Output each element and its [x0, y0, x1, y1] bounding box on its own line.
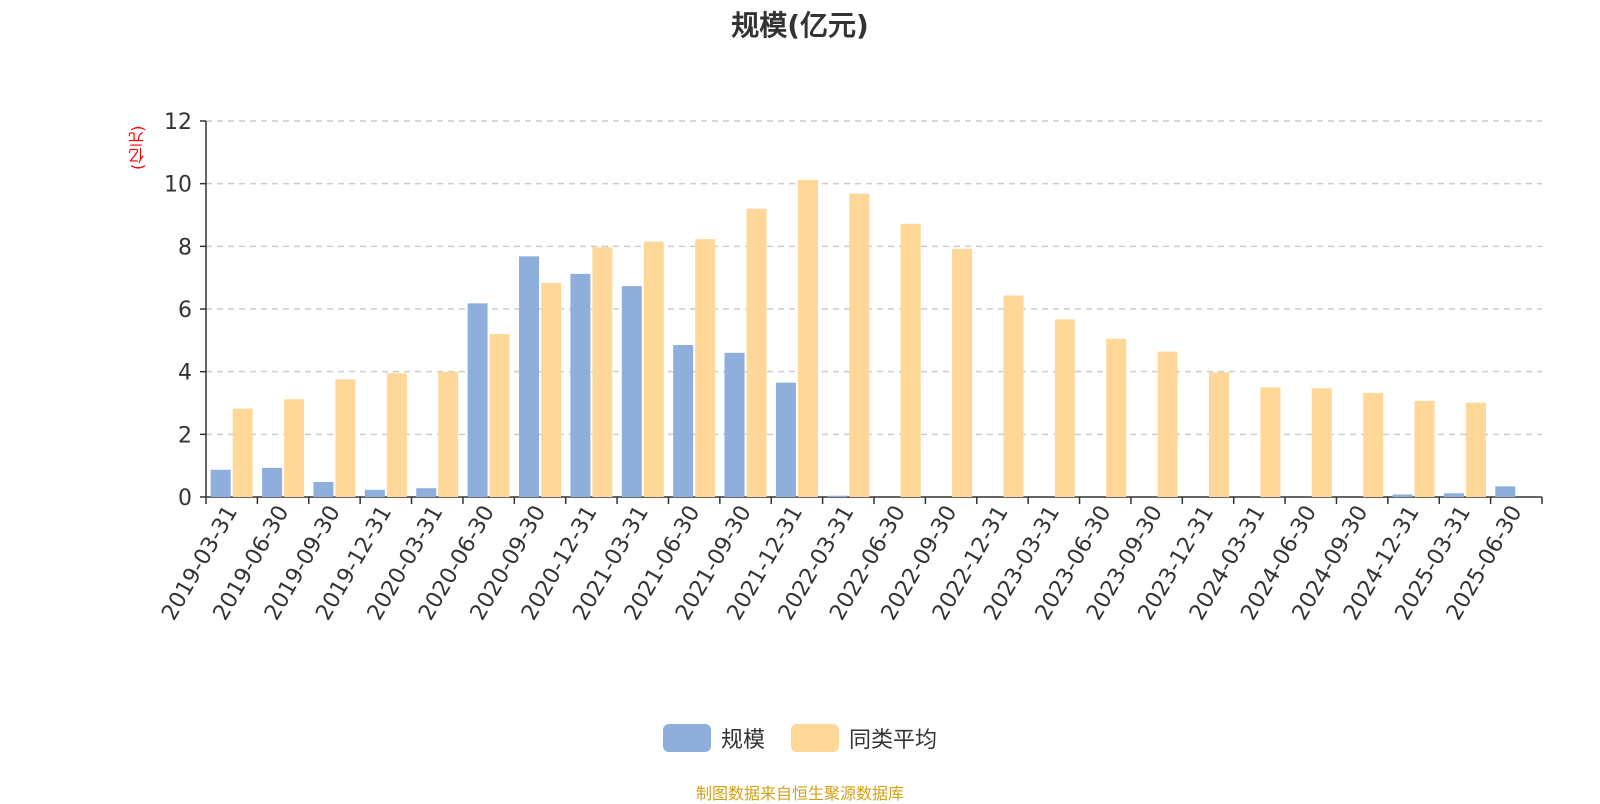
bar-scale	[364, 489, 385, 497]
bar-peer-average	[643, 241, 664, 497]
bar-scale	[621, 286, 642, 497]
legend-swatch-scale	[662, 724, 711, 752]
bar-peer-average	[1003, 295, 1024, 497]
legend-item-peer-average[interactable]: 同类平均	[791, 722, 937, 754]
bar-peer-average	[797, 179, 818, 497]
bar-peer-average	[541, 282, 561, 497]
legend-label-scale: 规模	[720, 728, 765, 753]
bar-peer-average	[900, 223, 921, 498]
bar-scale	[570, 273, 591, 497]
bar-peer-average	[849, 193, 870, 497]
bar-scale	[519, 256, 539, 497]
legend-swatch-peer-average	[791, 724, 839, 752]
bar-peer-average	[1157, 351, 1178, 497]
bar-peer-average	[952, 248, 973, 497]
bar-peer-average	[1363, 392, 1384, 497]
bar-scale	[827, 495, 848, 497]
bar-scale	[673, 345, 694, 497]
bar-peer-average	[386, 373, 407, 497]
chart-legend: 规模 同类平均	[0, 722, 1600, 754]
bar-peer-average	[335, 379, 356, 497]
bar-scale	[467, 303, 488, 497]
y-tick-label: 10	[164, 173, 192, 198]
bar-scale	[1443, 493, 1464, 497]
bar-peer-average	[1414, 400, 1435, 497]
chart-title: 规模(亿元)	[731, 9, 869, 42]
bar-scale	[313, 481, 334, 497]
bar-scale	[210, 469, 231, 497]
bar-peer-average	[438, 371, 459, 497]
y-tick-label: 0	[178, 486, 192, 511]
y-tick-label: 12	[164, 110, 192, 135]
y-tick-label: 6	[178, 298, 192, 323]
y-tick-label: 8	[178, 235, 192, 260]
bar-scale	[262, 467, 283, 497]
bar-scale	[1495, 486, 1516, 497]
bar-peer-average	[1209, 372, 1229, 497]
y-tick-label: 2	[178, 423, 192, 448]
bar-peer-average	[232, 408, 253, 497]
bar-peer-average	[1260, 387, 1281, 497]
bar-peer-average	[489, 334, 510, 497]
bar-peer-average	[592, 247, 613, 497]
bar-peer-average	[1106, 338, 1127, 497]
legend-label-peer-average: 同类平均	[849, 728, 938, 753]
bar-peer-average	[746, 208, 767, 497]
legend-item-scale[interactable]: 规模	[662, 722, 765, 754]
y-tick-label: 4	[178, 361, 192, 386]
bar-scale	[1392, 494, 1413, 497]
bar-peer-average	[1465, 402, 1486, 497]
bar-peer-average	[695, 239, 716, 498]
bar-scale	[724, 352, 745, 497]
bar-scale	[775, 382, 796, 497]
bar-peer-average	[1311, 388, 1332, 497]
bar-peer-average	[1054, 319, 1075, 497]
data-source-note: 制图数据来自恒生聚源数据库	[695, 784, 904, 803]
bar-scale	[416, 488, 437, 497]
bar-peer-average	[284, 399, 305, 497]
